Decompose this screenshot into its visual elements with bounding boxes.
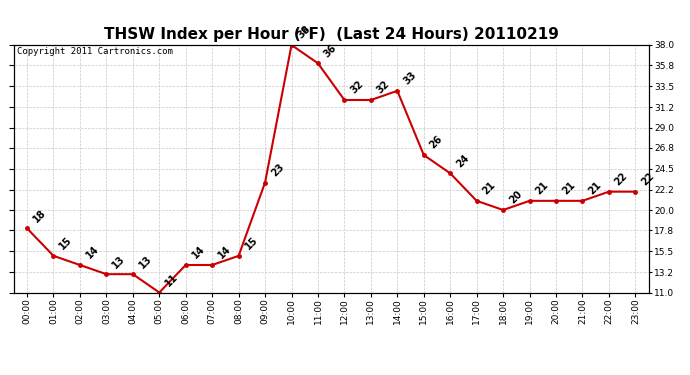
Text: 18: 18 [31,207,48,224]
Text: 26: 26 [428,134,444,151]
Text: 22: 22 [640,171,656,188]
Text: 24: 24 [455,153,471,169]
Text: 38: 38 [296,24,313,41]
Text: 23: 23 [269,162,286,178]
Text: 21: 21 [481,180,497,196]
Text: 13: 13 [110,254,127,270]
Text: 20: 20 [507,189,524,206]
Text: 32: 32 [375,79,392,96]
Text: 32: 32 [348,79,365,96]
Text: 33: 33 [402,70,418,87]
Title: THSW Index per Hour (°F)  (Last 24 Hours) 20110219: THSW Index per Hour (°F) (Last 24 Hours)… [104,27,559,42]
Text: 22: 22 [613,171,630,188]
Text: 21: 21 [586,180,603,196]
Text: 15: 15 [243,235,259,252]
Text: 14: 14 [84,244,101,261]
Text: 14: 14 [190,244,206,261]
Text: 15: 15 [58,235,75,252]
Text: 21: 21 [560,180,577,196]
Text: 21: 21 [534,180,551,196]
Text: 13: 13 [137,254,154,270]
Text: 36: 36 [322,42,339,59]
Text: 11: 11 [164,272,180,288]
Text: Copyright 2011 Cartronics.com: Copyright 2011 Cartronics.com [17,48,173,57]
Text: 14: 14 [217,244,233,261]
